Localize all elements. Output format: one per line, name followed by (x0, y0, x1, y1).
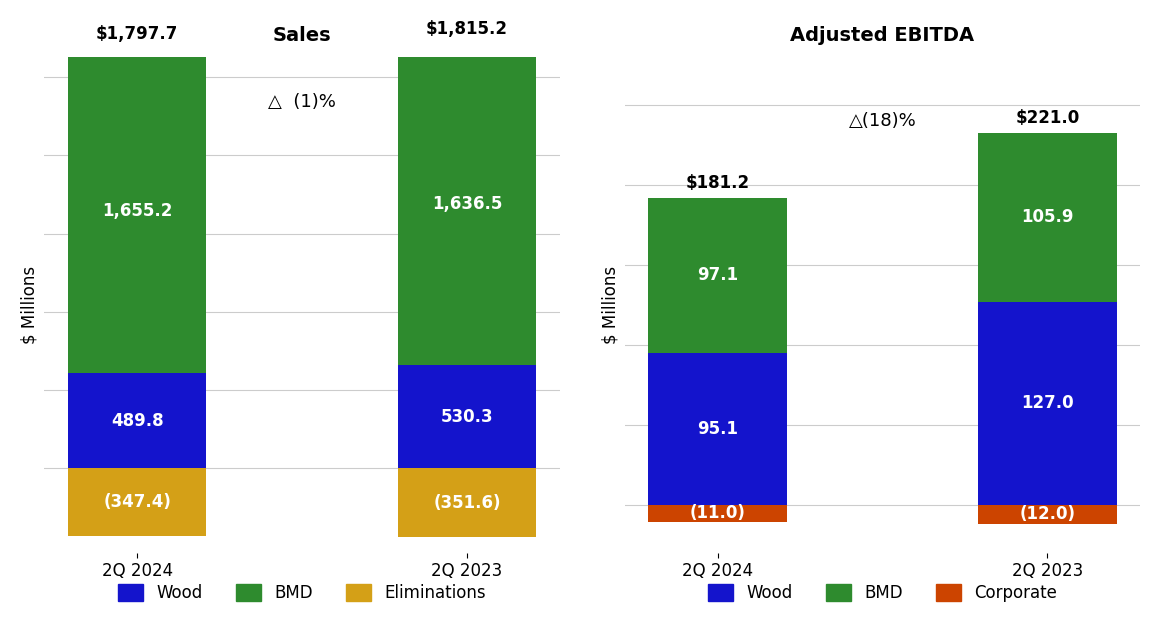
Bar (979, 302, 1117, 505)
Text: $221.0: $221.0 (1016, 109, 1080, 127)
Text: 489.8: 489.8 (110, 411, 164, 430)
Text: 105.9: 105.9 (1022, 208, 1074, 226)
Text: 1,636.5: 1,636.5 (432, 195, 503, 214)
Text: $1,797.7: $1,797.7 (96, 24, 179, 43)
Bar (67, 48, 207, 372)
Bar (398, 468, 536, 538)
Text: △(18)%: △(18)% (849, 112, 916, 130)
Bar (398, 45, 536, 365)
Text: 1,655.2: 1,655.2 (102, 202, 172, 220)
Legend: Wood, BMD, Corporate: Wood, BMD, Corporate (701, 577, 1063, 609)
Text: $1,815.2: $1,815.2 (426, 20, 509, 38)
Bar (979, 505, 1117, 524)
Text: 95.1: 95.1 (697, 420, 738, 438)
Legend: Wood, BMD, Eliminations: Wood, BMD, Eliminations (111, 577, 492, 609)
Y-axis label: $ Millions: $ Millions (601, 266, 619, 344)
Bar (648, 505, 787, 522)
Text: 97.1: 97.1 (697, 266, 738, 284)
Text: (12.0): (12.0) (1019, 506, 1075, 523)
Text: (11.0): (11.0) (690, 504, 745, 522)
Text: 530.3: 530.3 (441, 408, 493, 426)
Text: 127.0: 127.0 (1022, 394, 1074, 412)
Bar (398, 365, 536, 468)
Bar (648, 198, 787, 353)
Bar (648, 353, 787, 505)
Title: Sales: Sales (273, 26, 331, 45)
Bar (67, 468, 207, 536)
Y-axis label: $ Millions: $ Millions (21, 266, 38, 344)
Bar (979, 133, 1117, 302)
Title: Adjusted EBITDA: Adjusted EBITDA (791, 26, 974, 45)
Text: $181.2: $181.2 (685, 174, 750, 192)
Bar (67, 372, 207, 468)
Text: (351.6): (351.6) (433, 494, 500, 512)
Text: △  (1)%: △ (1)% (268, 94, 336, 111)
Text: (347.4): (347.4) (103, 494, 171, 511)
